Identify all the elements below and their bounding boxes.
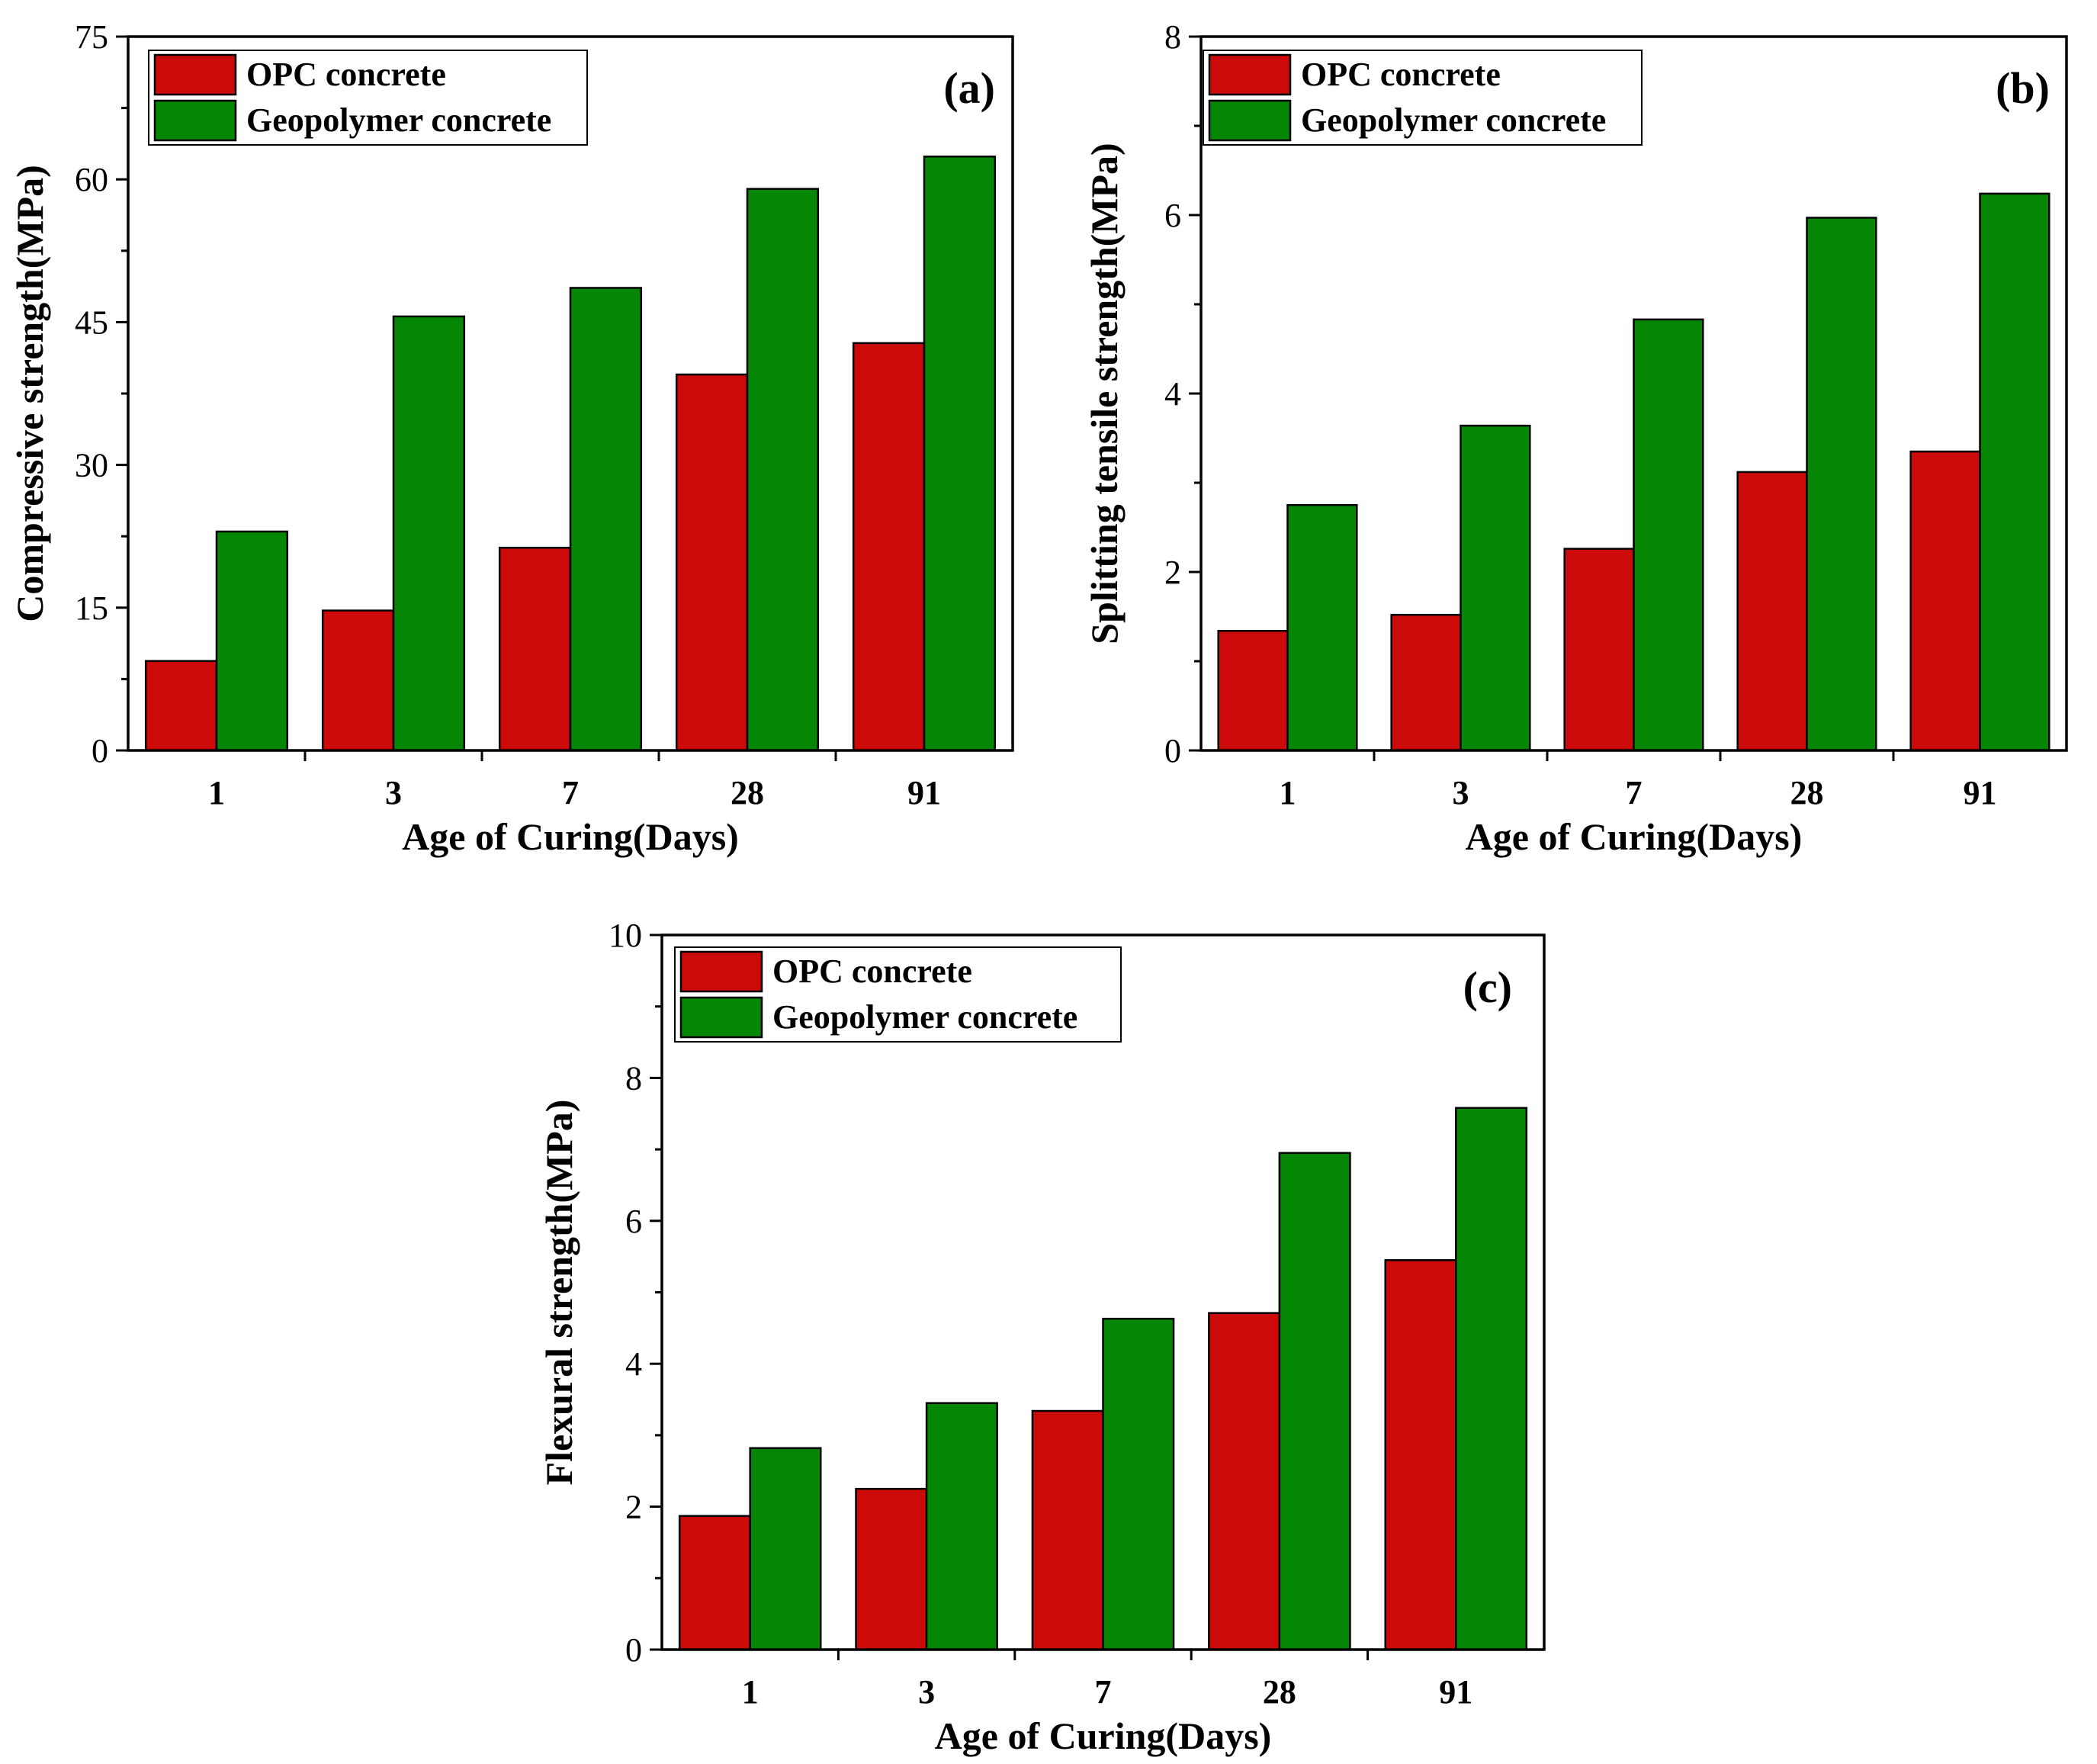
x-tick-label-28: 28 — [1790, 774, 1824, 811]
x-tick-label-7: 7 — [1626, 774, 1643, 811]
y-axis-title: Splitting tensile strength(MPa) — [1083, 143, 1126, 644]
y-tick-label-8: 8 — [625, 1059, 642, 1097]
chart-panel-c: 1 3 7 28 91 0 2 4 6 8 10 Age of Curing(Days) Flexura… — [538, 917, 1546, 1757]
y-tick-label-2: 2 — [1164, 554, 1181, 591]
x-tick-label-1: 1 — [208, 774, 225, 811]
legend-label-opc: OPC concrete — [246, 56, 446, 93]
bar-geopolymer-7 — [1633, 318, 1704, 752]
legend-label-opc: OPC concrete — [772, 953, 972, 990]
chart-panel-b: 1 3 7 28 91 0 2 4 6 8 Age of Curing(Days) Splitting… — [1083, 18, 2068, 858]
x-tick-label-91: 91 — [1439, 1673, 1472, 1711]
bar-opc-7 — [498, 546, 572, 752]
x-tick-label-3: 3 — [918, 1673, 935, 1711]
y-axis-title: Compressive strength(MPa) — [8, 165, 51, 622]
legend-swatch-geopolymer — [679, 996, 763, 1039]
y-tick-label-45: 45 — [75, 304, 108, 341]
bar-opc-1 — [678, 1515, 751, 1651]
legend-swatch-opc — [1208, 53, 1292, 96]
bar-geopolymer-91 — [1455, 1107, 1528, 1651]
bar-geopolymer-91 — [1979, 192, 2050, 752]
legend-label-geopolymer: Geopolymer concrete — [1301, 101, 1606, 139]
legend-swatch-opc — [679, 950, 763, 993]
legend: OPC concrete Geopolymer concrete — [674, 946, 1122, 1043]
y-tick-label-4: 4 — [625, 1345, 642, 1383]
y-tick-label-4: 4 — [1164, 375, 1181, 413]
bar-opc-7 — [1563, 548, 1635, 752]
bar-opc-28 — [1736, 471, 1808, 752]
panel-label: (b) — [1996, 63, 2050, 113]
bar-opc-1 — [144, 660, 218, 752]
legend-swatch-opc — [153, 53, 237, 96]
y-tick-label-60: 60 — [75, 161, 108, 198]
bar-geopolymer-1 — [215, 530, 289, 752]
bar-geopolymer-28 — [746, 188, 820, 752]
panel-label: (a) — [943, 63, 995, 113]
bar-opc-3 — [1390, 613, 1462, 752]
chart-panel-a: 1 3 7 28 91 0 15 30 45 60 75 Age of Curing(Days) Com… — [8, 18, 1014, 858]
x-tick-label-28: 28 — [731, 774, 764, 811]
legend-swatch-geopolymer — [153, 99, 237, 142]
y-tick-label-0: 0 — [92, 732, 108, 770]
x-tick-label-7: 7 — [1095, 1673, 1112, 1711]
bar-opc-28 — [1208, 1312, 1281, 1651]
y-tick-label-2: 2 — [625, 1489, 642, 1526]
bar-opc-7 — [1031, 1409, 1104, 1651]
bar-geopolymer-1 — [749, 1447, 822, 1651]
legend: OPC concrete Geopolymer concrete — [148, 50, 588, 146]
x-axis-title: Age of Curing(Days) — [402, 815, 739, 858]
bar-opc-3 — [321, 609, 395, 752]
bar-geopolymer-28 — [1278, 1152, 1351, 1651]
x-tick-label-1: 1 — [1280, 774, 1296, 811]
bar-opc-28 — [675, 373, 749, 752]
bar-geopolymer-3 — [1460, 424, 1531, 752]
y-tick-label-6: 6 — [1164, 197, 1181, 234]
y-tick-label-10: 10 — [609, 917, 642, 954]
x-tick-label-91: 91 — [907, 774, 941, 811]
x-tick-label-3: 3 — [1453, 774, 1469, 811]
bar-geopolymer-3 — [925, 1402, 998, 1651]
legend-label-opc: OPC concrete — [1301, 56, 1501, 93]
y-tick-label-8: 8 — [1164, 18, 1181, 56]
bar-opc-91 — [1384, 1259, 1457, 1651]
y-tick-label-30: 30 — [75, 447, 108, 484]
bar-geopolymer-3 — [392, 315, 466, 752]
y-tick-label-0: 0 — [625, 1631, 642, 1669]
bar-geopolymer-7 — [1102, 1317, 1175, 1651]
x-tick-label-7: 7 — [562, 774, 579, 811]
x-axis-title: Age of Curing(Days) — [935, 1714, 1272, 1757]
x-tick-label-3: 3 — [385, 774, 402, 811]
bar-geopolymer-91 — [923, 155, 997, 752]
y-axis-title: Flexural strength(MPa) — [538, 1100, 580, 1486]
bar-opc-91 — [1909, 450, 1981, 752]
y-tick-label-15: 15 — [75, 590, 108, 627]
x-tick-label-1: 1 — [742, 1673, 759, 1711]
y-tick-label-6: 6 — [625, 1203, 642, 1240]
legend: OPC concrete Geopolymer concrete — [1203, 50, 1643, 146]
panel-label: (c) — [1463, 962, 1512, 1012]
legend-swatch-geopolymer — [1208, 99, 1292, 142]
y-tick-label-0: 0 — [1164, 732, 1181, 770]
bar-geopolymer-1 — [1286, 504, 1358, 752]
bar-opc-1 — [1217, 629, 1289, 752]
x-axis-title: Age of Curing(Days) — [1466, 815, 1803, 858]
bar-geopolymer-7 — [569, 287, 643, 752]
bar-opc-91 — [852, 342, 926, 752]
x-tick-label-91: 91 — [1964, 774, 1997, 811]
bar-opc-3 — [855, 1487, 928, 1651]
bar-geopolymer-28 — [1806, 217, 1877, 752]
x-tick-label-28: 28 — [1263, 1673, 1296, 1711]
y-tick-label-75: 75 — [75, 18, 108, 56]
legend-label-geopolymer: Geopolymer concrete — [772, 998, 1077, 1036]
legend-label-geopolymer: Geopolymer concrete — [246, 101, 551, 139]
